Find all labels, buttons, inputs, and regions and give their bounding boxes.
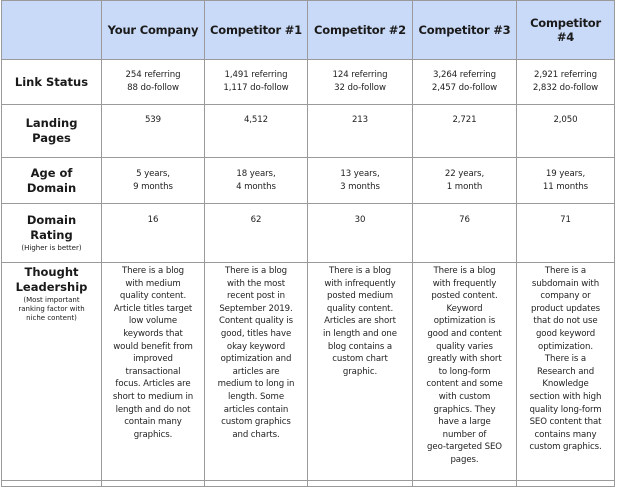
- table-cell-empty: [307, 480, 413, 487]
- table-cell: There is a blog with infrequently posted…: [307, 262, 413, 481]
- table-cell: 22 years, 1 month: [412, 157, 517, 204]
- row-thought-leadership: Thought Leadership (Most important ranki…: [1, 262, 615, 481]
- table-cell-empty: [516, 480, 615, 487]
- row-label-age-of-domain: Age of Domain: [1, 157, 102, 204]
- header-competitor-4: Competitor #4: [516, 0, 615, 60]
- table-cell: 18 years, 4 months: [204, 157, 308, 204]
- row-age-of-domain: Age of Domain 5 years, 9 months 18 years…: [1, 157, 615, 204]
- table-cell: 2,921 referring 2,832 do-follow: [516, 59, 615, 105]
- header-corner: [1, 0, 102, 60]
- row-label-link-status: Link Status: [1, 59, 102, 105]
- table-cell: 62: [204, 203, 308, 263]
- table-cell-empty: [1, 480, 102, 487]
- row-label-landing-pages: Landing Pages: [1, 104, 102, 158]
- row-label-domain-rating-cell: Domain Rating (Higher is better): [1, 203, 102, 263]
- table-cell-empty: [412, 480, 517, 487]
- table-cell: There is a blog with the most recent pos…: [204, 262, 308, 481]
- row-landing-pages: Landing Pages 539 4,512 213 2,721 2,050: [1, 104, 615, 158]
- table-cell: 30: [307, 203, 413, 263]
- table-cell: 16: [101, 203, 205, 263]
- header-competitor-1: Competitor #1: [204, 0, 308, 60]
- table-cell-empty: [101, 480, 205, 487]
- table-cell: There is a subdomain with company or pro…: [516, 262, 615, 481]
- table-cell: 2,721: [412, 104, 517, 158]
- domain-rating-note: (Higher is better): [21, 244, 82, 252]
- row-label-thought-leadership: Thought Leadership: [15, 265, 88, 294]
- header-row: Your Company Competitor #1 Competitor #2…: [1, 0, 615, 60]
- row-link-status: Link Status 254 referring 88 do-follow 1…: [1, 59, 615, 105]
- table-cell: There is a blog with medium quality cont…: [101, 262, 205, 481]
- thought-leadership-note: (Most important ranking factor with nich…: [18, 296, 85, 322]
- table-cell: 76: [412, 203, 517, 263]
- table-cell: 2,050: [516, 104, 615, 158]
- table-cell: 539: [101, 104, 205, 158]
- header-your-company: Your Company: [101, 0, 205, 60]
- table-cell: 213: [307, 104, 413, 158]
- header-competitor-3: Competitor #3: [412, 0, 517, 60]
- table-cell: 254 referring 88 do-follow: [101, 59, 205, 105]
- row-label-thought-leadership-cell: Thought Leadership (Most important ranki…: [1, 262, 102, 481]
- table-cell: 1,491 referring 1,117 do-follow: [204, 59, 308, 105]
- table-cell-empty: [204, 480, 308, 487]
- table-cell: 19 years, 11 months: [516, 157, 615, 204]
- table-cell: 13 years, 3 months: [307, 157, 413, 204]
- table-cell: 3,264 referring 2,457 do-follow: [412, 59, 517, 105]
- row-domain-rating: Domain Rating (Higher is better) 16 62 3…: [1, 203, 615, 263]
- row-partial: [1, 480, 615, 487]
- table-cell: 4,512: [204, 104, 308, 158]
- table-cell: 5 years, 9 months: [101, 157, 205, 204]
- row-label-domain-rating: Domain Rating: [26, 213, 77, 242]
- table-cell: There is a blog with frequently posted c…: [412, 262, 517, 481]
- table-cell: 124 referring 32 do-follow: [307, 59, 413, 105]
- table-cell: 71: [516, 203, 615, 263]
- header-competitor-2: Competitor #2: [307, 0, 413, 60]
